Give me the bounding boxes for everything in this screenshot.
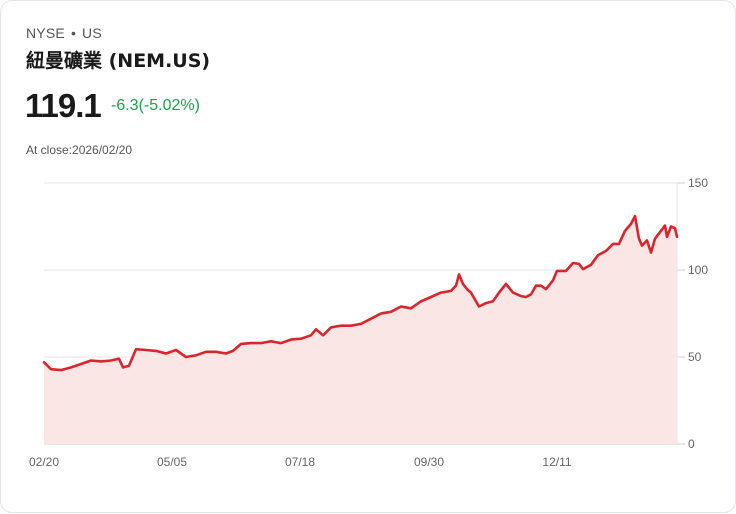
separator-dot: • (70, 25, 77, 41)
y-tick-label: 50 (688, 350, 702, 364)
exchange-line: NYSE • US (26, 25, 102, 41)
price-line (42, 214, 679, 372)
x-tick-label: 12/11 (542, 455, 571, 469)
stock-title: 紐曼礦業 (NEM.US) (26, 50, 211, 72)
x-tick-label: 05/05 (157, 455, 187, 469)
exchange-name: NYSE (26, 25, 65, 41)
price-change: -6.3(-5.02%) (111, 97, 200, 114)
y-axis: 0 50 100 150 (688, 176, 708, 451)
x-axis: 02/20 05/05 07/18 09/30 12/11 (29, 455, 572, 469)
x-tick-label: 02/20 (29, 455, 59, 469)
close-date: At close:2026/02/20 (26, 143, 133, 157)
region-name: US (82, 25, 102, 41)
x-tick-label: 07/18 (285, 455, 315, 469)
price-area-fill (44, 216, 677, 444)
y-tick-label: 0 (688, 437, 695, 451)
y-tick-label: 150 (688, 176, 708, 190)
y-tick-label: 100 (688, 263, 708, 277)
x-tick-label: 09/30 (414, 455, 444, 469)
current-price: 119.1 (25, 87, 102, 124)
